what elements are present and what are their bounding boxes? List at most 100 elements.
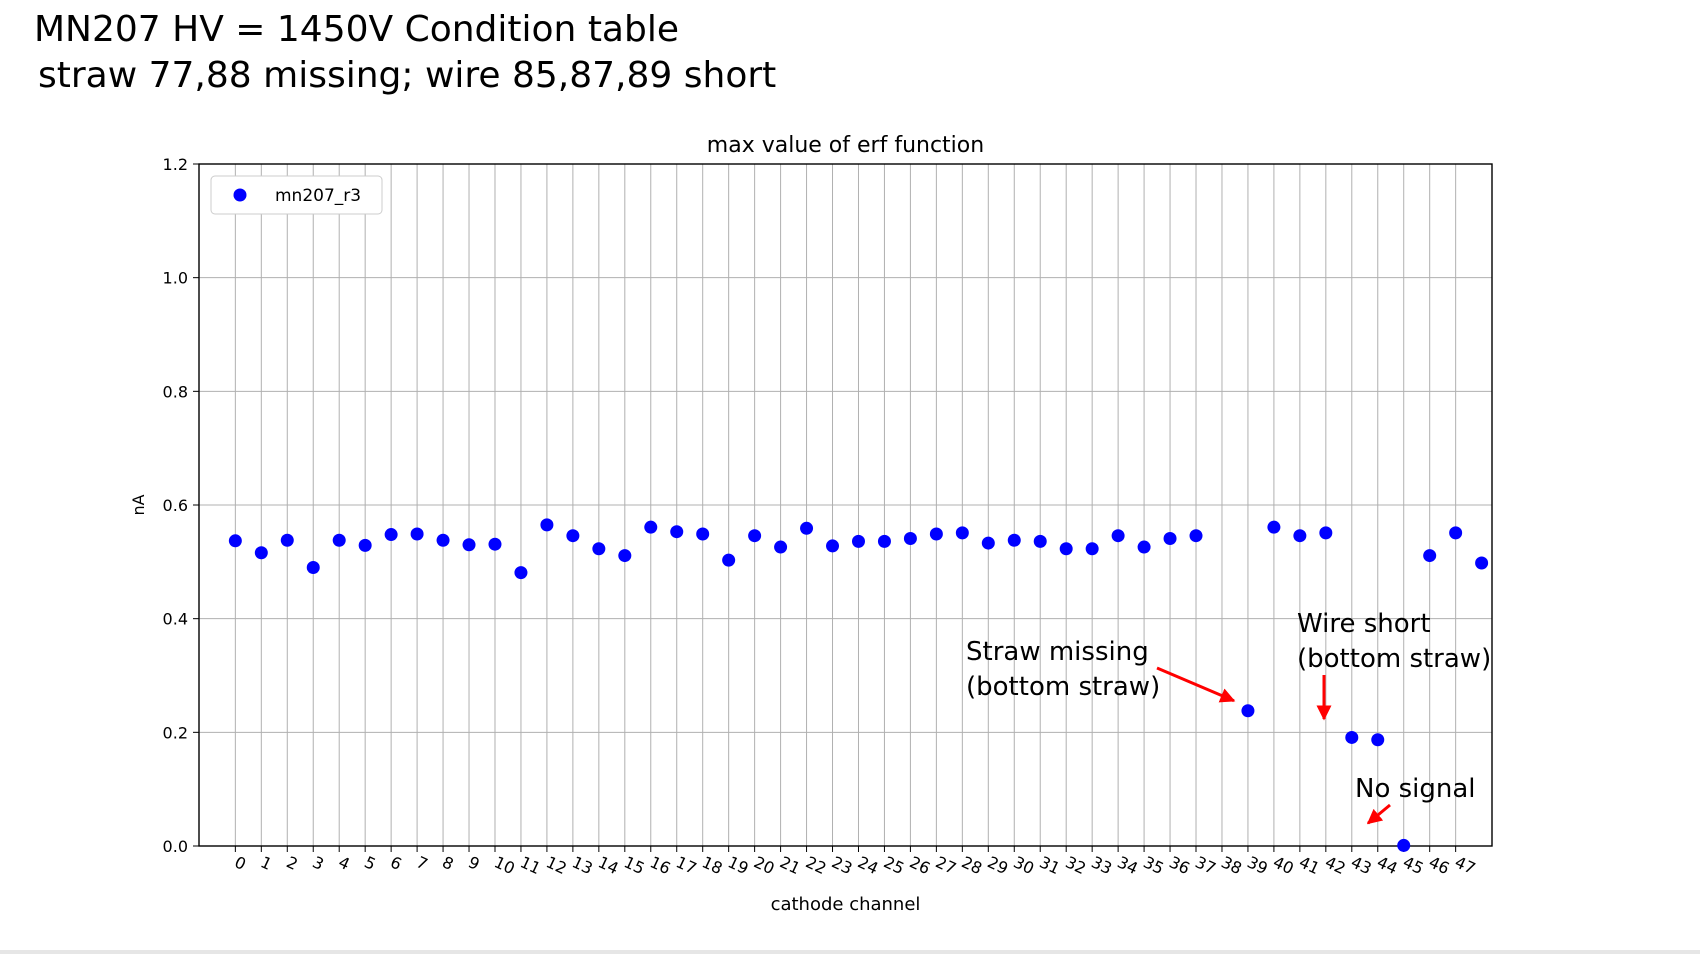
x-tick-label: 41 [1296,852,1322,878]
x-tick-label: 8 [439,852,456,874]
data-point [1397,838,1411,852]
x-tick-label: 15 [621,852,647,878]
x-tick-label: 0 [232,852,249,874]
y-tick-label: 0.6 [163,496,188,515]
data-point [929,527,943,541]
data-point [410,527,424,541]
slide-title-line-2: straw 77,88 missing; wire 85,87,89 short [38,55,777,96]
x-tick-label: 25 [881,852,907,878]
data-point [800,521,814,535]
y-axis-label: nA [129,494,148,515]
legend-label: mn207_r3 [275,186,361,206]
y-tick-label: 0.0 [163,837,188,856]
x-tick-label: 36 [1166,852,1192,878]
data-point [618,549,632,563]
x-tick-label: 11 [517,852,543,878]
data-point [1111,529,1125,543]
legend-box [210,175,383,215]
x-tick-label: 23 [829,852,855,878]
annotation-wire-short-line1: Wire short [1297,609,1431,639]
x-tick-label: 9 [465,852,482,874]
x-tick-label: 38 [1218,852,1244,878]
data-point [228,534,242,548]
data-point [774,540,788,554]
data-point [1241,704,1255,718]
x-tick-label: 40 [1270,852,1296,878]
x-tick-label: 26 [907,852,933,878]
data-point [1267,520,1281,534]
x-tick-label: 31 [1037,852,1063,878]
x-tick-label: 17 [673,852,699,878]
data-point [1189,529,1203,543]
x-tick-label: 39 [1244,852,1270,878]
x-tick-label: 47 [1452,852,1478,878]
data-point [254,546,268,560]
x-tick-label: 19 [725,852,751,878]
y-tick-label: 0.2 [163,723,188,742]
x-tick-label: 29 [985,852,1011,878]
data-point [851,534,865,548]
y-tick-label: 1.2 [163,155,188,174]
data-point [488,537,502,551]
x-tick-label: 1 [258,852,275,874]
x-tick-label: 20 [751,852,777,878]
x-tick-label: 12 [543,852,569,878]
data-point [540,518,554,532]
x-tick-label: 35 [1140,852,1166,878]
x-axis-label: cathode channel [771,894,921,915]
data-point [903,532,917,546]
annotation-straw-missing-line1: Straw missing [966,637,1149,667]
data-point [1371,733,1385,747]
data-point [1345,730,1359,744]
legend-marker [233,188,247,202]
annotation-straw-missing-arrow [1156,666,1236,703]
data-point [436,533,450,547]
data-point [696,527,710,541]
data-point [722,553,736,567]
x-tick-label: 37 [1192,852,1218,878]
plot-frame [198,163,1493,847]
data-point [1449,526,1463,540]
data-point [748,529,762,543]
data-point [306,561,320,575]
annotation-no-signal-arrow [1366,803,1391,825]
x-tick-label: 7 [413,852,430,874]
x-tick-label: 10 [491,852,517,878]
data-point [566,529,580,543]
x-tick-label: 13 [569,852,595,878]
x-tick-label: 5 [361,852,378,874]
slide-title-line-1: MN207 HV = 1450V Condition table [34,9,679,50]
y-tick-label: 0.4 [163,610,188,629]
x-tick-label: 43 [1348,852,1374,878]
data-point [332,533,346,547]
x-tick-label: 2 [284,852,301,874]
data-point [670,525,684,539]
chart-title: max value of erf function [707,133,984,158]
data-point [877,534,891,548]
data-point [1033,534,1047,548]
x-tick-label: 45 [1400,852,1426,878]
data-point [826,539,840,553]
data-point [1319,526,1333,540]
data-point [1059,542,1073,556]
data-point [384,528,398,542]
x-tick-label: 21 [777,852,803,878]
x-tick-label: 33 [1088,852,1114,878]
x-tick-label: 4 [336,852,353,874]
x-tick-label: 34 [1114,852,1140,878]
data-point [644,520,658,534]
x-tick-label: 46 [1426,852,1452,878]
data-point [1423,549,1437,563]
x-tick-label: 3 [310,852,327,874]
data-point [514,566,528,580]
x-tick-label: 22 [803,852,829,878]
y-tick-label: 0.8 [163,382,188,401]
data-point [1007,533,1021,547]
x-tick-label: 44 [1374,852,1400,878]
x-tick-label: 18 [699,852,725,878]
x-tick-label: 30 [1011,852,1037,878]
data-point [1163,532,1177,546]
x-tick-label: 32 [1063,852,1089,878]
annotation-wire-short-line2: (bottom straw) [1297,644,1491,674]
data-point [955,526,969,540]
